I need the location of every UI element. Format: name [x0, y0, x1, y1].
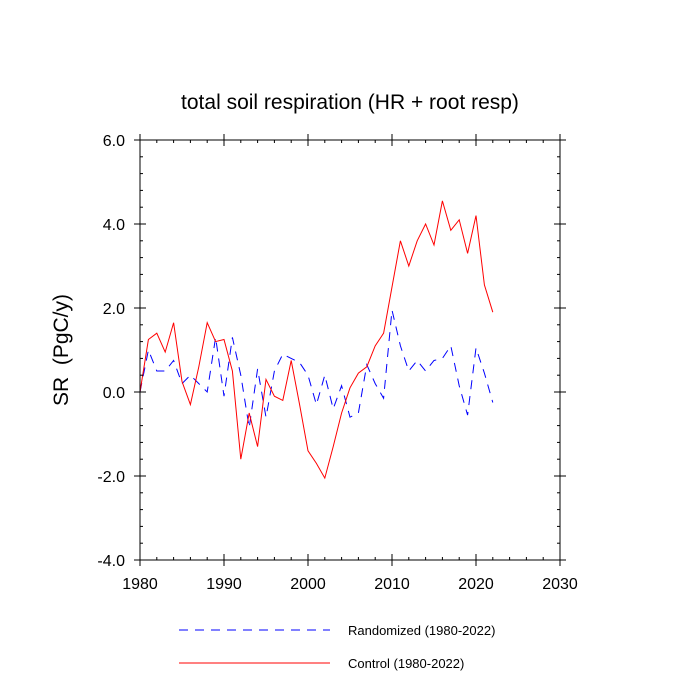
y-tick-label: 0.0	[103, 385, 125, 402]
x-tick-label: 1990	[206, 576, 242, 593]
y-tick-label: -2.0	[97, 469, 125, 486]
x-tick-label: 2010	[374, 576, 410, 593]
plot-lines	[139, 200, 494, 480]
legend: Randomized (1980-2022) Control (1980-2022…	[179, 623, 495, 671]
x-tick-label: 2000	[290, 576, 326, 593]
x-tick-label: 2020	[458, 576, 494, 593]
x-tick-label: 1980	[122, 576, 158, 593]
y-axis-label: SR (PgC/y)	[50, 294, 73, 406]
control-series-line	[139, 200, 494, 480]
legend-label-randomized: Randomized (1980-2022)	[348, 623, 495, 638]
chart-title: total soil respiration (HR + root resp)	[181, 91, 519, 114]
axis-tick-labels: 1980 1990 2000 2010 2020 2030 -4.0 -2.0 0.0 2.0 4.…	[97, 133, 577, 593]
axis-ticks	[134, 134, 566, 566]
plot-frame	[139, 139, 561, 561]
y-tick-label: 4.0	[103, 217, 125, 234]
y-tick-label: 2.0	[103, 301, 125, 318]
legend-label-control: Control (1980-2022)	[348, 656, 464, 671]
randomized-series-line	[139, 309, 494, 428]
y-tick-label: 6.0	[103, 133, 125, 150]
x-tick-label: 2030	[542, 576, 578, 593]
y-tick-label: -4.0	[97, 553, 125, 570]
